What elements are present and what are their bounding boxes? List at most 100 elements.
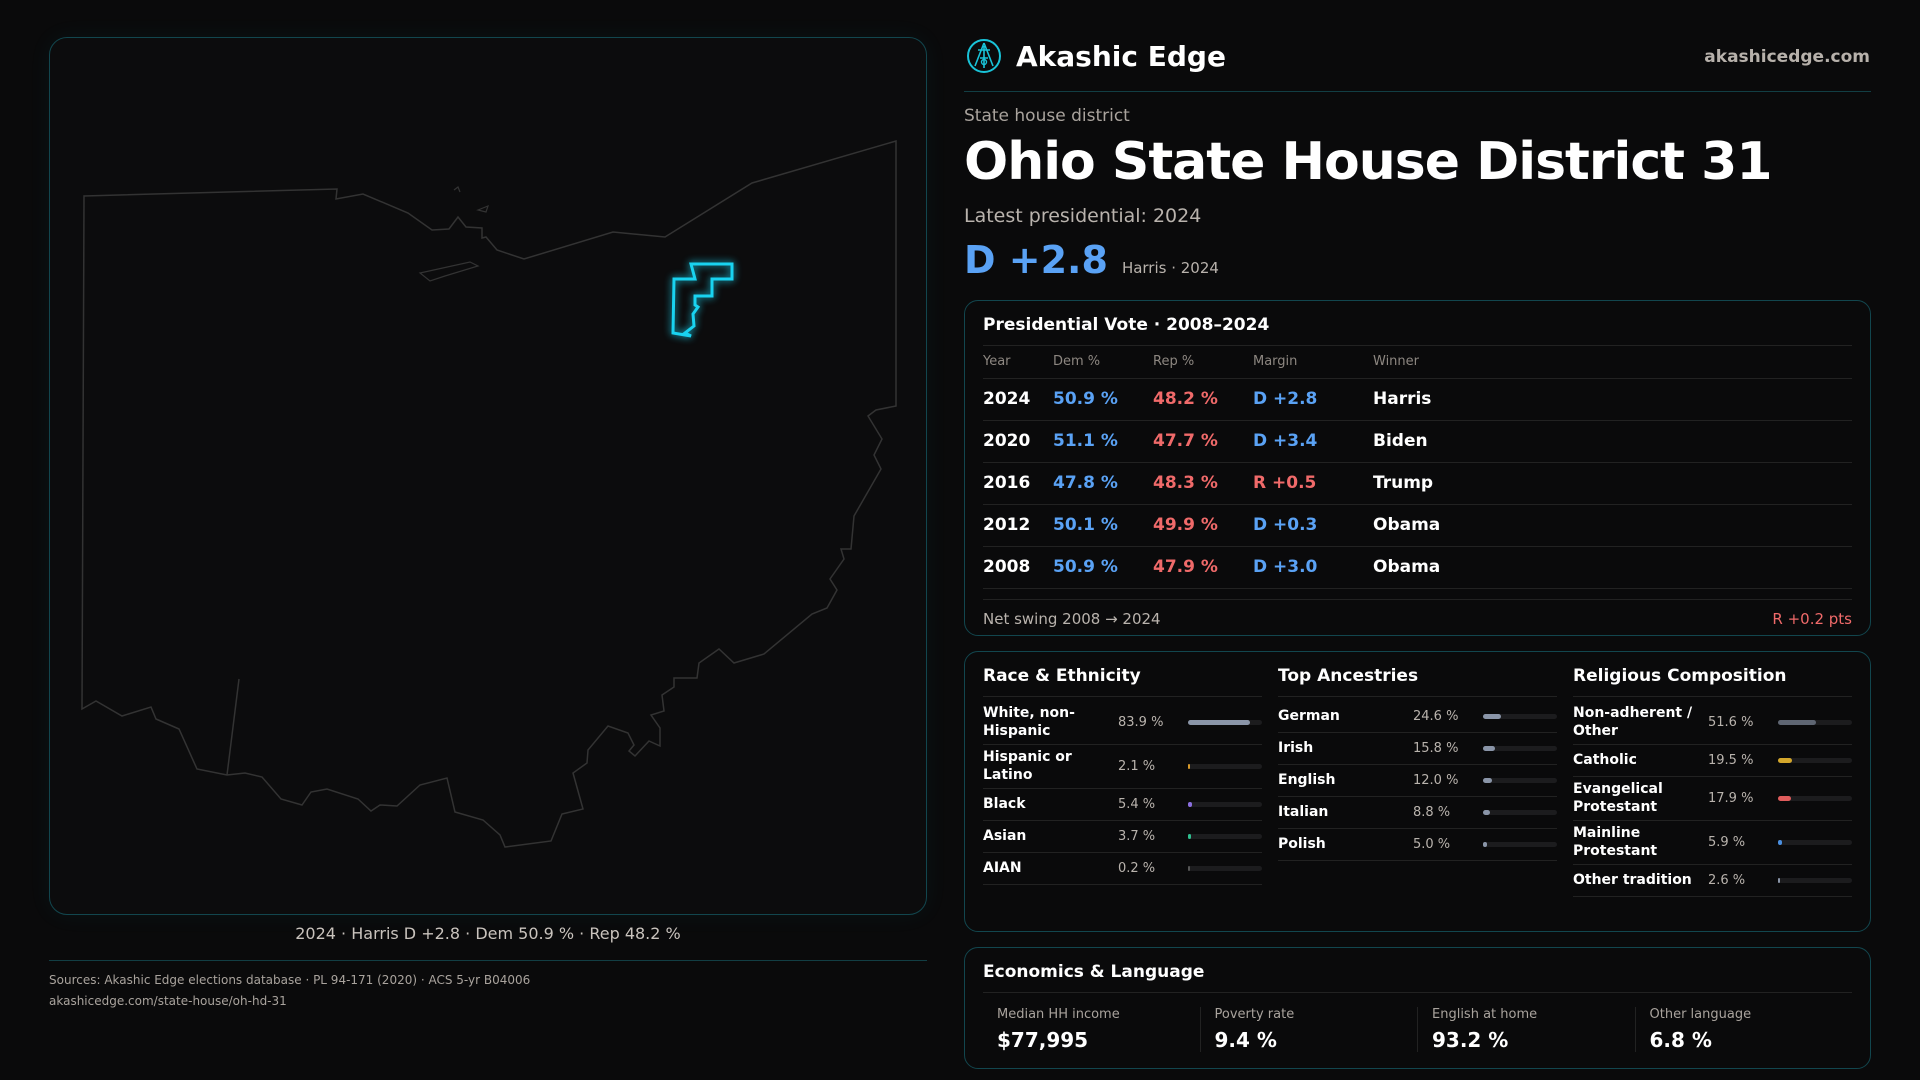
item-bar-fill: [1483, 746, 1495, 751]
col-winner: Winner: [1373, 346, 1852, 379]
cell-dem: 50.9 %: [1053, 378, 1153, 421]
brand-name: Akashic Edge: [1016, 39, 1226, 73]
item-bar: [1778, 720, 1852, 725]
sources-divider: [49, 960, 927, 961]
item-label: AIAN: [983, 859, 1022, 876]
item-label: White, non-Hispanic: [983, 705, 1075, 739]
headline-margin-subtitle: Harris · 2024: [1121, 259, 1219, 277]
headline-margin: D +2.8: [964, 238, 1108, 282]
col-year: Year: [983, 346, 1053, 379]
list-item: White, non-Hispanic 83.9 %: [983, 701, 1262, 745]
stat-label: Other language: [1649, 1007, 1752, 1022]
demographic-column: Religious Composition Non-adherent / Othe…: [1573, 666, 1852, 917]
brand[interactable]: Akashic Edge: [966, 38, 1226, 74]
cell-year: 2020: [983, 420, 1053, 463]
cell-rep: 49.9 %: [1153, 504, 1253, 547]
cell-dem: 50.9 %: [1053, 546, 1153, 589]
item-bar-fill: [1483, 778, 1492, 783]
list-item: Catholic 19.5 %: [1573, 745, 1852, 777]
table-row: 2024 50.9 % 48.2 % D +2.8 Harris: [983, 378, 1852, 421]
net-swing-label: Net swing 2008 → 2024: [983, 609, 1161, 628]
item-value: 3.7 %: [1118, 829, 1156, 844]
table-row: 2012 50.1 % 49.9 % D +0.3 Obama: [983, 504, 1852, 547]
item-bar: [1483, 714, 1557, 719]
item-bar: [1483, 842, 1557, 847]
map-panel[interactable]: [49, 37, 927, 915]
item-value: 5.0 %: [1413, 837, 1451, 852]
cell-year: 2012: [983, 504, 1053, 547]
item-label: Irish: [1278, 739, 1314, 756]
item-label: Hispanic or Latino: [983, 749, 1072, 783]
list-item: English 12.0 %: [1278, 765, 1557, 797]
item-label: English: [1278, 771, 1336, 788]
item-bar-fill: [1778, 878, 1780, 883]
econ-stat: Other language 6.8 %: [1634, 1007, 1853, 1052]
item-bar: [1778, 796, 1852, 801]
item-bar-fill: [1778, 758, 1793, 763]
item-bar: [1778, 758, 1852, 763]
economics-card: Economics & Language Median HH income $77…: [964, 947, 1871, 1069]
stat-label: Median HH income: [997, 1007, 1120, 1022]
item-bar-fill: [1188, 866, 1190, 871]
item-value: 19.5 %: [1708, 753, 1754, 768]
item-bar: [1188, 720, 1262, 725]
section-title: Top Ancestries: [1278, 666, 1557, 697]
cell-dem: 51.1 %: [1053, 420, 1153, 463]
econ-stat: English at home 93.2 %: [1417, 1007, 1635, 1052]
item-bar-fill: [1483, 810, 1490, 815]
item-value: 15.8 %: [1413, 741, 1459, 756]
stat-value: 93.2 %: [1432, 1028, 1509, 1052]
item-bar-fill: [1778, 840, 1783, 845]
akashic-edge-logo-icon: [967, 39, 1001, 73]
list-item: Non-adherent / Other 51.6 %: [1573, 701, 1852, 745]
cell-rep: 48.2 %: [1153, 378, 1253, 421]
cell-margin: D +2.8: [1253, 378, 1373, 421]
item-value: 2.6 %: [1708, 873, 1746, 888]
cell-winner: Harris: [1373, 378, 1852, 421]
item-label: Polish: [1278, 835, 1326, 852]
item-bar-fill: [1188, 720, 1251, 725]
item-label: Mainline Protestant: [1573, 825, 1658, 859]
item-value: 24.6 %: [1413, 709, 1459, 724]
list-item: Evangelical Protestant 17.9 %: [1573, 777, 1852, 821]
item-bar-fill: [1188, 834, 1191, 839]
cell-rep: 48.3 %: [1153, 462, 1253, 505]
item-bar: [1778, 878, 1852, 883]
table-row: 2008 50.9 % 47.9 % D +3.0 Obama: [983, 546, 1852, 589]
item-label: Other tradition: [1573, 871, 1692, 888]
list-item: Italian 8.8 %: [1278, 797, 1557, 829]
cell-dem: 47.8 %: [1053, 462, 1153, 505]
cell-margin: D +0.3: [1253, 504, 1373, 547]
item-label: Non-adherent / Other: [1573, 705, 1693, 739]
cell-year: 2016: [983, 462, 1053, 505]
cell-winner: Obama: [1373, 546, 1852, 589]
col-margin: Margin: [1253, 346, 1373, 379]
card-title: Economics & Language: [983, 962, 1852, 993]
econ-stat: Median HH income $77,995: [983, 1007, 1200, 1052]
item-value: 17.9 %: [1708, 791, 1754, 806]
cell-winner: Biden: [1373, 420, 1852, 463]
demographic-column: Race & Ethnicity White, non-Hispanic 83.9…: [983, 666, 1262, 917]
cell-winner: Trump: [1373, 462, 1852, 505]
item-bar: [1483, 746, 1557, 751]
map-caption: 2024 · Harris D +2.8 · Dem 50.9 % · Rep …: [295, 924, 681, 943]
latest-presidential: Latest presidential: 2024: [964, 205, 1202, 227]
stat-value: 9.4 %: [1214, 1028, 1277, 1052]
permalink[interactable]: akashicedge.com/state-house/oh-hd-31: [49, 994, 287, 1008]
cell-margin: D +3.4: [1253, 420, 1373, 463]
item-value: 5.4 %: [1118, 797, 1156, 812]
item-bar-fill: [1483, 714, 1502, 719]
item-value: 12.0 %: [1413, 773, 1459, 788]
list-item: Irish 15.8 %: [1278, 733, 1557, 765]
stat-value: $77,995: [997, 1028, 1089, 1052]
item-bar-fill: [1188, 802, 1192, 807]
domain-link[interactable]: akashicedge.com: [1704, 47, 1870, 67]
item-value: 0.2 %: [1118, 861, 1156, 876]
item-bar: [1188, 764, 1262, 769]
item-value: 83.9 %: [1118, 715, 1164, 730]
cell-rep: 47.9 %: [1153, 546, 1253, 589]
item-bar-fill: [1483, 842, 1487, 847]
cell-dem: 50.1 %: [1053, 504, 1153, 547]
item-value: 2.1 %: [1118, 759, 1156, 774]
section-title: Race & Ethnicity: [983, 666, 1262, 697]
